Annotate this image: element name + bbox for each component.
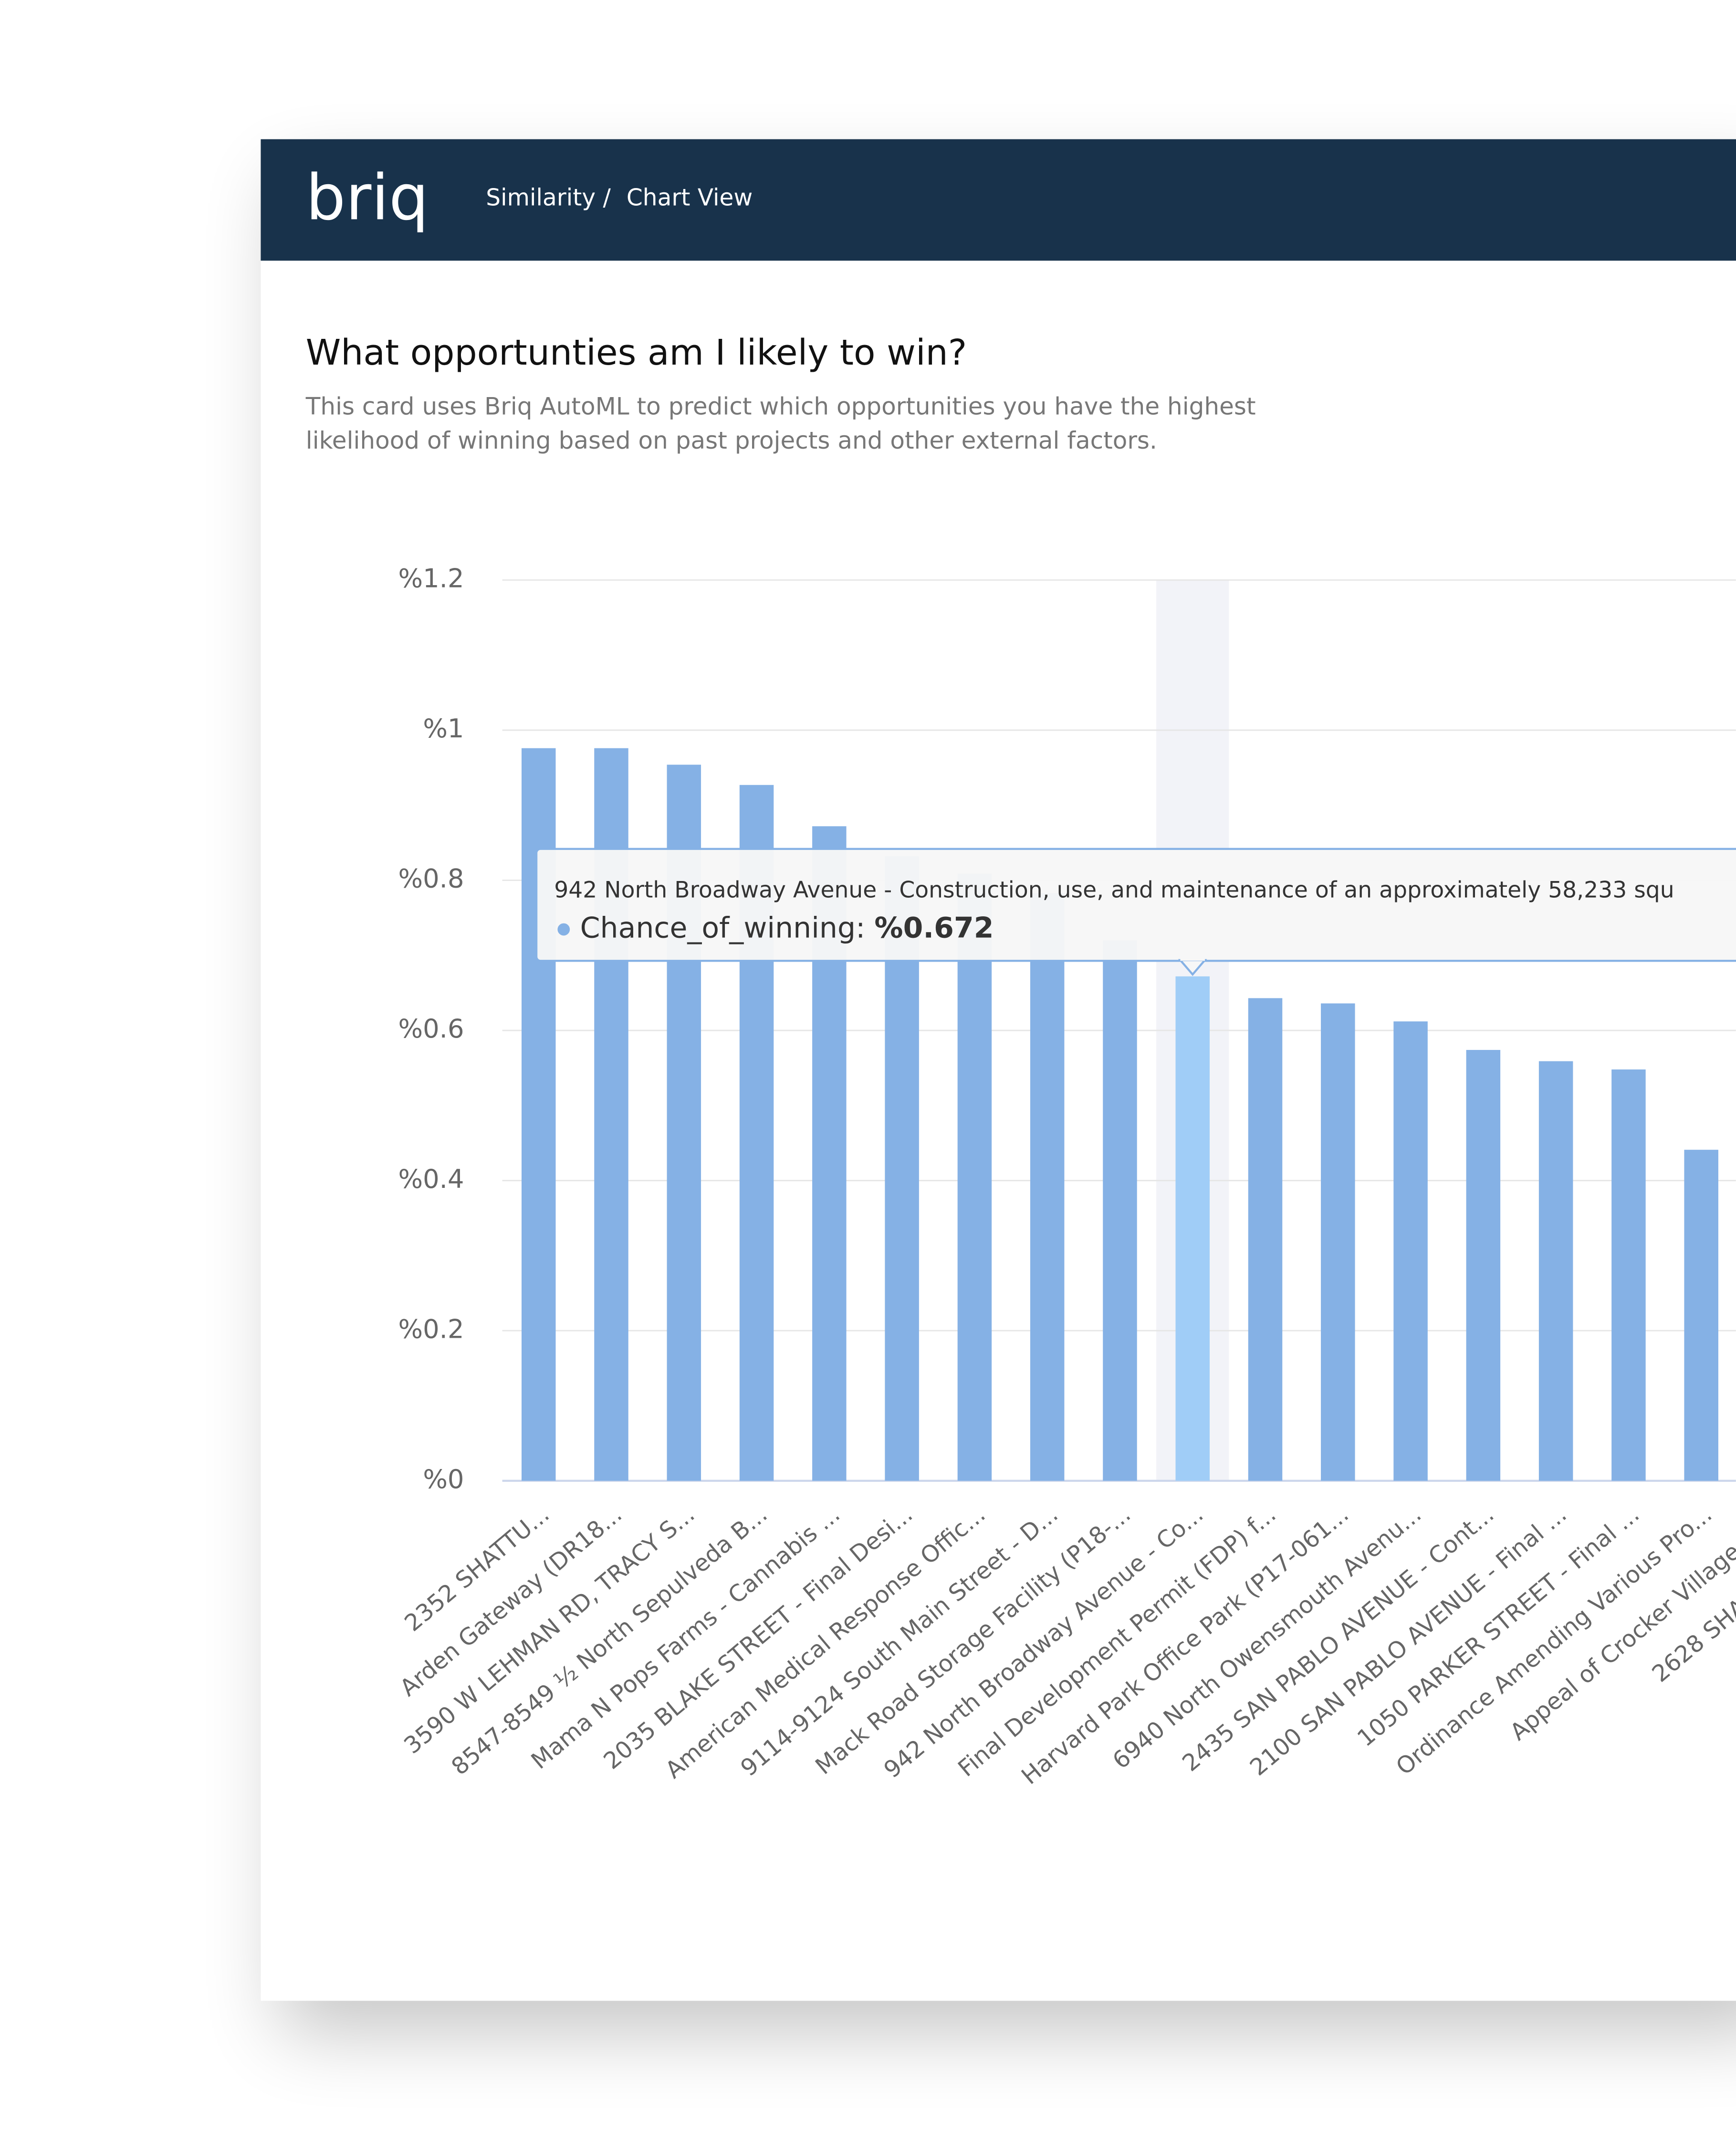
y-tick-label: %0.2 [398,1314,464,1344]
y-tick-label: %1.2 [398,564,464,594]
bar[interactable] [1684,1150,1718,1481]
card-description: This card uses Briq AutoML to predict wh… [305,393,1256,420]
logo[interactable]: briq [306,161,429,234]
breadcrumb-current: Chart View [627,185,753,211]
card-title: What opportunties am I likely to win? [306,332,967,373]
header [261,139,1736,261]
bar[interactable] [1175,976,1210,1481]
tooltip-label: Chance_of_winning: [580,911,875,944]
y-tick-label: %0.8 [398,864,464,894]
tooltip-pointer-cover [1180,958,1205,961]
y-tick-label: %1 [423,713,464,744]
y-tick-label: %0.4 [398,1164,464,1194]
y-tick-label: %0 [423,1464,464,1494]
bar[interactable] [1030,893,1065,1481]
tooltip-dot [557,923,570,936]
bar[interactable] [1538,1061,1573,1481]
breadcrumb[interactable]: Similarity / [486,185,611,211]
bar[interactable] [1611,1069,1646,1481]
bar[interactable] [1393,1021,1428,1481]
tooltip-text: Chance_of_winning: %0.672 [580,911,994,944]
tooltip-box [535,848,1736,962]
bar[interactable] [957,873,992,1481]
bar[interactable] [1321,1003,1355,1481]
tooltip: 942 North Broadway Avenue - Construction… [535,848,1736,976]
tooltip-title: 942 North Broadway Avenue - Construction… [554,877,1674,903]
y-tick-label: %0.6 [398,1014,464,1044]
bar[interactable] [1248,998,1283,1481]
card-description: likelihood of winning based on past proj… [306,427,1157,454]
bar[interactable] [1466,1049,1501,1481]
tooltip-value: %0.672 [874,911,993,944]
bar[interactable] [1103,940,1137,1481]
